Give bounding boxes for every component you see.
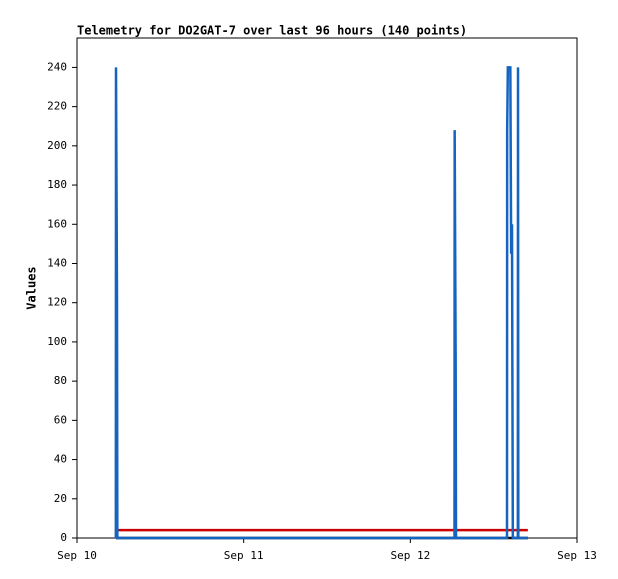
y-tick-label: 100 xyxy=(47,335,67,348)
y-tick-label: 20 xyxy=(54,492,67,505)
x-tick-label: Sep 11 xyxy=(224,549,264,562)
y-axis-label: Values xyxy=(25,266,39,309)
series-line xyxy=(114,66,528,540)
x-tick-label: Sep 13 xyxy=(557,549,597,562)
plot-frame xyxy=(76,37,578,539)
y-tick-label: 160 xyxy=(47,217,67,230)
x-tick-label: Sep 10 xyxy=(57,549,97,562)
y-tick-label: 0 xyxy=(60,531,67,544)
y-tick-label: 40 xyxy=(54,453,67,466)
chart-title: Telemetry for DO2GAT-7 over last 96 hour… xyxy=(77,24,467,38)
y-tick-label: 60 xyxy=(54,413,67,426)
y-tick-label: 120 xyxy=(47,296,67,309)
x-tick-label: Sep 12 xyxy=(390,549,430,562)
y-tick-label: 80 xyxy=(54,374,67,387)
y-tick-label: 180 xyxy=(47,178,67,191)
y-tick-label: 140 xyxy=(47,256,67,269)
y-tick-label: 220 xyxy=(47,100,67,113)
y-tick-label: 200 xyxy=(47,139,67,152)
y-tick-label: 240 xyxy=(47,60,67,73)
